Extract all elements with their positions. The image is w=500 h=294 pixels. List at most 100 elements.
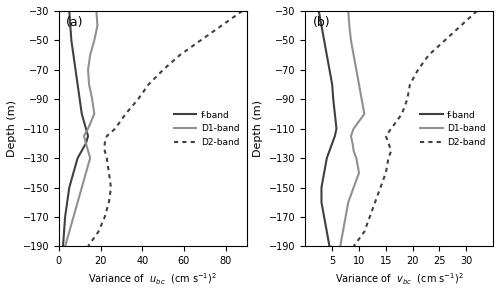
D1-band xyxy=(342,215,348,219)
f-band xyxy=(332,134,338,138)
D1-band xyxy=(86,83,92,86)
D2-band xyxy=(112,127,118,131)
f-band xyxy=(66,9,72,13)
D2-band xyxy=(160,68,166,71)
D1-band xyxy=(85,149,91,153)
f-band xyxy=(332,112,338,116)
D1-band xyxy=(87,156,93,160)
f-band xyxy=(329,142,335,145)
D2-band xyxy=(106,201,112,204)
f-band xyxy=(85,134,91,138)
D1-band xyxy=(346,24,352,27)
D2-band xyxy=(96,230,102,233)
f-band xyxy=(68,39,74,42)
f-band xyxy=(329,83,335,86)
D1-band xyxy=(350,142,356,145)
D2-band xyxy=(102,149,107,153)
D2-band xyxy=(407,83,413,86)
f-band xyxy=(326,245,332,248)
Line: f-band: f-band xyxy=(319,11,336,246)
D2-band xyxy=(372,201,378,204)
D2-band xyxy=(104,134,110,138)
D2-band xyxy=(106,171,112,175)
D1-band xyxy=(94,9,100,13)
D2-band xyxy=(458,24,464,27)
f-band xyxy=(79,112,85,116)
D1-band xyxy=(85,68,91,71)
Line: D1-band: D1-band xyxy=(340,11,364,246)
f-band xyxy=(74,156,80,160)
f-band xyxy=(64,201,70,204)
D2-band xyxy=(177,53,183,57)
Text: (a): (a) xyxy=(66,16,84,29)
D1-band xyxy=(81,134,87,138)
D2-band xyxy=(135,98,141,101)
D1-band xyxy=(348,39,354,42)
D2-band xyxy=(122,112,128,116)
D1-band xyxy=(92,39,98,42)
D2-band xyxy=(102,215,107,219)
D2-band xyxy=(442,39,448,42)
D1-band xyxy=(350,186,356,189)
D1-band xyxy=(350,53,356,57)
D1-band xyxy=(89,98,95,101)
D2-band xyxy=(240,9,246,13)
X-axis label: Variance of  $u_{bc}$  (cm s$^{-1}$)$^2$: Variance of $u_{bc}$ (cm s$^{-1}$)$^2$ xyxy=(88,272,217,287)
D1-band xyxy=(74,201,80,204)
f-band xyxy=(70,53,76,57)
D2-band xyxy=(378,186,384,189)
f-band xyxy=(324,53,330,57)
Line: D2-band: D2-band xyxy=(354,11,477,246)
D2-band xyxy=(85,245,91,248)
D1-band xyxy=(340,230,346,233)
D2-band xyxy=(399,112,405,116)
D2-band xyxy=(386,156,392,160)
D1-band xyxy=(348,134,354,138)
f-band xyxy=(321,39,327,42)
D2-band xyxy=(383,134,389,138)
D2-band xyxy=(366,215,372,219)
D2-band xyxy=(218,24,224,27)
X-axis label: Variance of  $v_{bc}$  (cm s$^{-1}$)$^2$: Variance of $v_{bc}$ (cm s$^{-1}$)$^2$ xyxy=(335,272,464,287)
Line: f-band: f-band xyxy=(63,11,88,246)
Legend: f-band, D1-band, D2-band: f-band, D1-band, D2-band xyxy=(171,108,242,149)
D2-band xyxy=(404,98,410,101)
D1-band xyxy=(85,127,91,131)
D1-band xyxy=(354,68,360,71)
D2-band xyxy=(198,39,203,42)
Line: D1-band: D1-band xyxy=(65,11,98,246)
f-band xyxy=(330,98,336,101)
f-band xyxy=(321,215,327,219)
f-band xyxy=(326,149,332,153)
f-band xyxy=(72,68,78,71)
D2-band xyxy=(388,127,394,131)
D1-band xyxy=(79,186,85,189)
D1-band xyxy=(356,83,362,86)
D1-band xyxy=(92,112,98,116)
D1-band xyxy=(83,142,89,145)
D2-band xyxy=(362,230,368,233)
D1-band xyxy=(87,53,93,57)
Line: D2-band: D2-band xyxy=(88,11,242,246)
D1-band xyxy=(346,201,352,204)
D2-band xyxy=(474,9,480,13)
D2-band xyxy=(108,186,114,189)
Y-axis label: Depth (m): Depth (m) xyxy=(7,100,17,157)
D1-band xyxy=(62,245,68,248)
f-band xyxy=(326,68,332,71)
f-band xyxy=(83,142,89,145)
Legend: f-band, D1-band, D2-band: f-band, D1-band, D2-band xyxy=(418,108,488,149)
f-band xyxy=(334,127,340,131)
f-band xyxy=(68,24,73,27)
f-band xyxy=(74,83,80,86)
D1-band xyxy=(94,24,100,27)
D2-band xyxy=(102,142,107,145)
D1-band xyxy=(346,9,352,13)
D1-band xyxy=(350,149,356,153)
D1-band xyxy=(337,245,343,248)
f-band xyxy=(66,186,72,189)
D2-band xyxy=(386,142,392,145)
f-band xyxy=(316,9,322,13)
f-band xyxy=(321,171,327,175)
D2-band xyxy=(350,245,356,248)
